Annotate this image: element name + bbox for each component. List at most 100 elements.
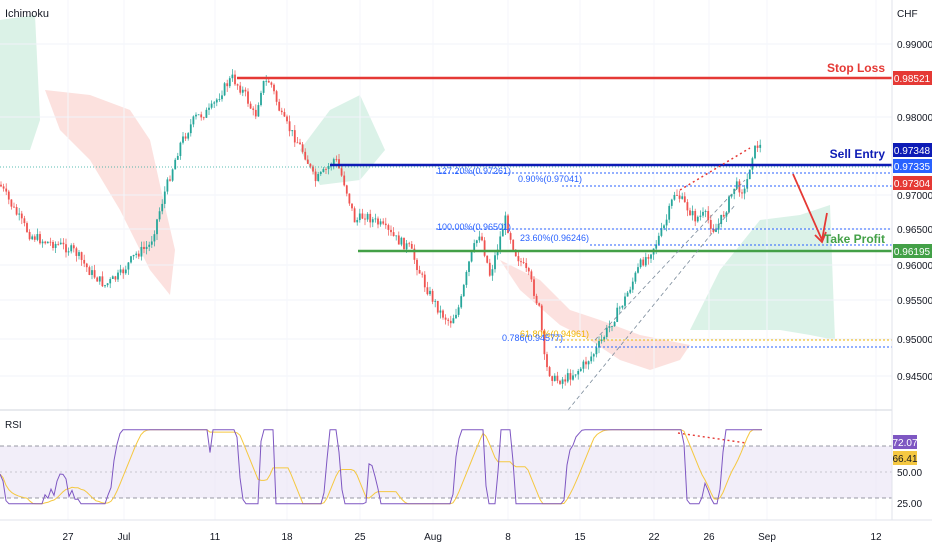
candle-body	[631, 281, 634, 290]
entry-price-tag: 0.97348	[893, 143, 932, 157]
time-tick-label: 15	[574, 532, 586, 543]
candle-body	[130, 256, 132, 263]
candle-body	[465, 271, 468, 285]
candle-body	[114, 276, 117, 280]
candle-body	[143, 246, 145, 250]
candle-body	[7, 191, 10, 200]
candle-body	[611, 326, 613, 327]
candle-body	[754, 145, 756, 159]
candle-body	[226, 83, 229, 87]
candle-body	[384, 223, 387, 226]
candle-body	[377, 218, 379, 225]
candle-body	[525, 263, 528, 269]
rsi-level-50: 50.00	[897, 468, 922, 479]
candle-body	[10, 199, 13, 207]
candle-body	[670, 199, 673, 206]
candle-body	[657, 235, 660, 245]
candle-body	[366, 213, 369, 220]
candle-body	[286, 116, 288, 122]
projection-arrow	[792, 173, 828, 244]
candle-body	[499, 236, 502, 250]
candle-body	[520, 261, 522, 263]
candle-body	[119, 269, 122, 273]
candle-body	[218, 99, 221, 100]
candle-body	[397, 235, 400, 245]
price-tick-label: 0.95000	[897, 335, 932, 346]
candle-body	[72, 245, 75, 249]
candle-body	[153, 234, 156, 242]
price-tick-label: 0.97000	[897, 191, 932, 202]
candle-body	[514, 249, 517, 257]
red-price-tag: 0.97304	[893, 176, 932, 190]
price-axis[interactable]	[892, 0, 932, 520]
candle-body	[304, 151, 307, 160]
candle-body	[291, 130, 294, 132]
candlestick-series	[0, 69, 762, 389]
candle-body	[722, 214, 725, 217]
candle-body	[605, 327, 608, 337]
candle-body	[184, 136, 187, 139]
candle-body	[530, 271, 533, 280]
candle-body	[507, 215, 509, 234]
time-tick-label: Sep	[758, 532, 776, 543]
candle-body	[699, 215, 702, 217]
candle-body	[96, 277, 99, 282]
candle-body	[117, 272, 119, 280]
candle-body	[335, 159, 338, 160]
candle-body	[436, 300, 439, 313]
rsi-title: RSI	[5, 420, 22, 431]
candle-body	[392, 232, 395, 237]
svg-text:0.97304: 0.97304	[894, 179, 931, 190]
fib-label-100: 100.00%(0.96501)	[437, 222, 511, 232]
time-tick-label: 22	[648, 532, 660, 543]
candle-body	[608, 326, 611, 328]
candle-body	[600, 339, 603, 342]
candle-body	[546, 354, 548, 368]
candle-body	[587, 361, 590, 365]
candle-body	[241, 89, 244, 93]
candle-body	[197, 114, 200, 116]
candle-body	[332, 159, 335, 165]
candle-body	[122, 269, 125, 274]
time-axis-labels[interactable]: 27 Jul 11 18 25 Aug 8 15 22 26 Sep 12	[62, 532, 882, 543]
candle-body	[280, 110, 283, 113]
channel-upper-line	[594, 179, 746, 341]
candle-body	[548, 367, 551, 377]
price-tick-label: 0.98000	[897, 113, 932, 124]
candle-body	[556, 375, 559, 381]
fib-label-0-9: 0.90%(0.97041)	[518, 174, 582, 184]
ichimoku-cloud	[0, 15, 835, 370]
candle-body	[275, 91, 278, 102]
candle-body	[270, 82, 273, 85]
candle-body	[124, 269, 127, 274]
svg-text:66.41: 66.41	[892, 454, 917, 465]
candle-body	[210, 103, 213, 108]
candle-body	[405, 243, 408, 250]
sell-entry-text: Sell Entry	[830, 147, 886, 161]
candle-body	[457, 307, 460, 315]
candle-body	[369, 213, 372, 223]
candle-body	[358, 213, 361, 221]
candle-body	[626, 292, 629, 297]
candle-body	[249, 103, 252, 109]
candle-body	[741, 192, 743, 194]
candle-body	[735, 181, 738, 189]
candle-body	[228, 78, 231, 87]
candle-body	[88, 267, 91, 275]
candle-body	[169, 179, 171, 181]
time-tick-label: 12	[870, 532, 882, 543]
time-tick-label: 18	[281, 532, 293, 543]
candle-body	[413, 248, 416, 260]
candle-body	[135, 253, 138, 255]
currency-label: CHF	[897, 9, 918, 20]
candle-body	[743, 188, 746, 194]
candle-body	[538, 303, 541, 306]
candle-body	[20, 213, 23, 219]
candle-body	[145, 246, 148, 250]
candle-body	[572, 375, 574, 380]
candle-body	[579, 368, 582, 371]
svg-text:0.97335: 0.97335	[894, 162, 931, 173]
candle-body	[223, 83, 226, 96]
candle-body	[319, 171, 322, 175]
